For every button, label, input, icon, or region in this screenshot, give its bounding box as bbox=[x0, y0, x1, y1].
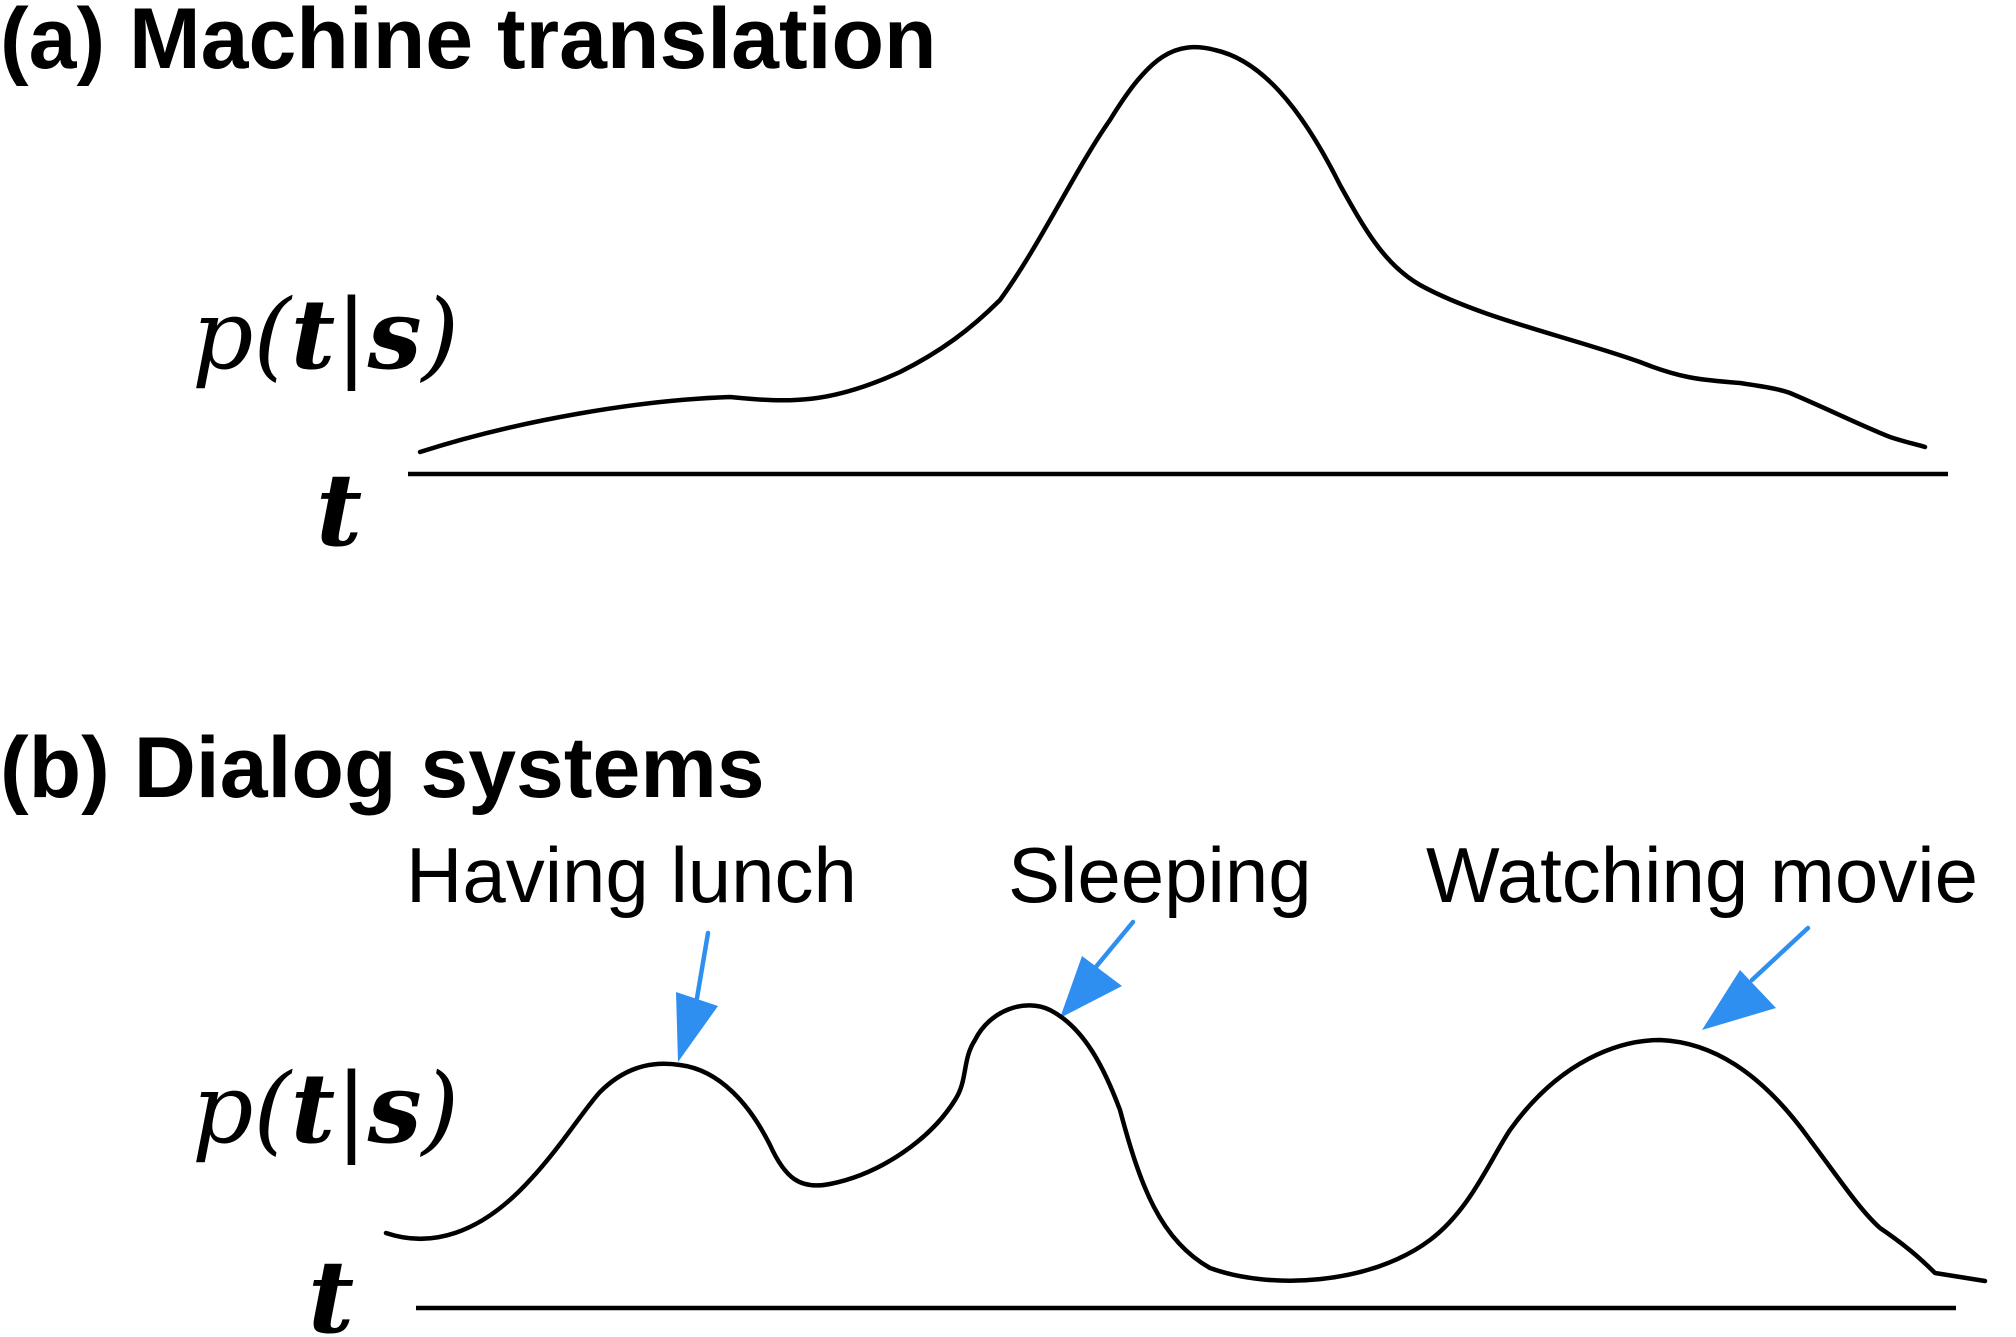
panel-a-y-label-prefix: p( bbox=[192, 279, 293, 391]
mode-label-watching-movie: Watching movie bbox=[1426, 831, 1978, 919]
panel-b-y-label-prefix: p( bbox=[192, 1053, 293, 1165]
panel-b-y-label: p(t|s) bbox=[192, 1052, 459, 1165]
panel-b-title: (b) Dialog systems bbox=[0, 720, 765, 816]
arrow-sleeping-head bbox=[1060, 956, 1122, 1018]
arrow-watching-movie-head bbox=[1702, 970, 1776, 1030]
panel-a-y-label: p(t|s) bbox=[192, 278, 459, 391]
panel-machine-translation: (a) Machine translation p(t|s) t bbox=[0, 0, 1948, 569]
arrow-having-lunch bbox=[676, 930, 718, 1062]
panel-a-title: (a) Machine translation bbox=[0, 0, 937, 87]
panel-b-y-label-bar: | bbox=[335, 1053, 367, 1165]
arrow-sleeping-shaft bbox=[1092, 919, 1136, 971]
arrow-having-lunch-shaft bbox=[694, 930, 711, 1001]
panel-b-y-label-suffix: ) bbox=[420, 1053, 459, 1165]
panel-a-x-label: t bbox=[316, 451, 362, 569]
panel-a-y-label-suffix: ) bbox=[420, 279, 459, 391]
panel-b-distribution-curve bbox=[383, 1003, 1988, 1284]
arrow-watching-movie bbox=[1702, 925, 1811, 1030]
panel-dialog-systems: (b) Dialog systems Having lunch Sleeping… bbox=[0, 720, 1988, 1337]
mode-label-sleeping: Sleeping bbox=[1008, 831, 1312, 919]
arrow-watching-movie-shaft bbox=[1749, 925, 1811, 983]
mode-label-having-lunch: Having lunch bbox=[406, 831, 857, 919]
panel-a-y-label-t: t bbox=[291, 278, 335, 391]
panel-b-y-label-s: s bbox=[367, 1052, 422, 1165]
panel-b-y-label-t: t bbox=[291, 1052, 335, 1165]
arrow-having-lunch-head bbox=[676, 992, 718, 1062]
panel-a-y-label-bar: | bbox=[335, 279, 367, 391]
panel-a-y-label-s: s bbox=[367, 278, 422, 391]
panel-b-x-label: t bbox=[308, 1238, 354, 1337]
arrow-sleeping bbox=[1060, 919, 1136, 1018]
panel-a-distribution-curve bbox=[417, 45, 1928, 455]
